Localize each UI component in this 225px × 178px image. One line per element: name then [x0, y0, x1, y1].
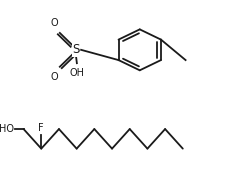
Text: O: O — [51, 72, 58, 82]
Text: OH: OH — [69, 68, 84, 78]
Text: F: F — [38, 123, 44, 133]
Text: HO: HO — [0, 124, 14, 134]
Text: S: S — [72, 43, 79, 56]
Text: O: O — [51, 18, 58, 28]
